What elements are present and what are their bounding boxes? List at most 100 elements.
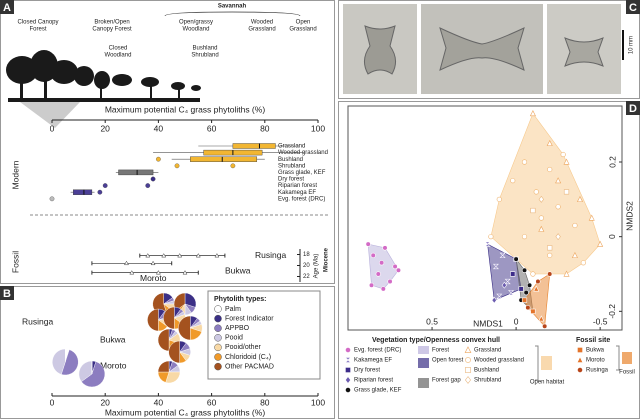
x-tick-label: 0 xyxy=(514,316,519,326)
point xyxy=(521,159,528,165)
legend-label: Pooid/other xyxy=(225,344,261,351)
pie xyxy=(52,348,79,376)
point xyxy=(465,367,471,373)
point xyxy=(49,196,55,202)
panel-a-frame xyxy=(0,0,335,284)
point xyxy=(533,189,539,195)
pie-wedge xyxy=(157,360,170,373)
point xyxy=(344,357,352,363)
legend-label: Riparian forest xyxy=(354,378,393,384)
habitat-label: Forest xyxy=(29,27,46,33)
pie-wedge xyxy=(147,308,159,332)
legend-label: Shrubland xyxy=(474,378,501,384)
point xyxy=(542,323,548,329)
gradient-wedge xyxy=(20,102,80,128)
legend-swatch xyxy=(622,352,632,364)
point xyxy=(150,176,156,182)
x-tick-label: 40 xyxy=(154,123,164,133)
legend-swatch xyxy=(214,353,222,361)
x-axis-title: NMDS1 xyxy=(473,318,503,328)
point xyxy=(547,252,553,258)
point xyxy=(379,260,385,266)
pie-wedge xyxy=(81,361,106,388)
point xyxy=(538,215,544,221)
habitat-label: Wooded xyxy=(251,20,273,26)
point xyxy=(521,267,528,273)
point xyxy=(555,204,561,210)
point xyxy=(97,189,103,195)
legend-label: Grassland xyxy=(474,348,501,354)
row-label: Evg. forest (DRC) xyxy=(278,196,325,202)
age-axis-title: Age (Ma) xyxy=(314,254,320,279)
habitat-label: Canopy Forest xyxy=(92,27,132,33)
x-tick-label: -0.5 xyxy=(593,316,608,326)
point xyxy=(535,278,541,285)
legend-swatch xyxy=(418,346,429,354)
point xyxy=(392,263,398,270)
legend-label: Fossil xyxy=(619,370,635,376)
point xyxy=(382,245,388,251)
point xyxy=(488,234,494,240)
legend-swatch xyxy=(418,358,429,368)
pie-wedge xyxy=(163,306,175,330)
point xyxy=(576,195,583,202)
point xyxy=(560,151,566,158)
point xyxy=(345,347,351,353)
habitat-label: Closed xyxy=(109,46,128,52)
age-tick-label: 18 xyxy=(303,252,310,258)
legend-title: Phytolith types: xyxy=(214,296,267,303)
row-label: Grass glade, KEF xyxy=(278,170,326,176)
box xyxy=(118,169,154,176)
point xyxy=(563,189,570,195)
box xyxy=(232,143,276,149)
fossil-point xyxy=(129,270,135,275)
panel-badge xyxy=(626,101,640,115)
legend-label: Open forest xyxy=(432,358,464,364)
group-label: Fossil xyxy=(10,251,20,273)
legend-swatch xyxy=(214,305,222,313)
fossil-point xyxy=(214,253,220,258)
x-axis-title: Maximum potential C₄ grass phytoliths (%… xyxy=(105,407,265,417)
point xyxy=(395,267,402,273)
point xyxy=(508,290,515,296)
point xyxy=(465,357,471,363)
x-tick-label: 100 xyxy=(311,123,325,133)
site-label: Bukwa xyxy=(225,266,251,276)
point xyxy=(555,177,562,184)
x-axis-title: Maximum potential C₄ grass phytoliths (%… xyxy=(105,104,265,114)
pie xyxy=(78,360,106,388)
legend-swatch xyxy=(214,324,222,332)
point xyxy=(496,293,503,300)
point xyxy=(597,240,604,247)
legend-swatch xyxy=(214,334,222,342)
hulls xyxy=(367,112,601,327)
point xyxy=(145,183,151,188)
point xyxy=(496,196,502,202)
box xyxy=(190,156,258,162)
row-label: Wooded grassland xyxy=(278,150,328,156)
pie-wedge xyxy=(168,340,180,364)
pie xyxy=(168,340,191,364)
row-label: Grassland xyxy=(278,144,305,150)
point xyxy=(380,286,386,292)
point xyxy=(518,286,524,292)
x-tick-label: 60 xyxy=(207,123,217,133)
point xyxy=(577,367,583,373)
fossil-point xyxy=(150,260,156,266)
legend-swatch xyxy=(214,343,222,352)
x-tick-label: 80 xyxy=(260,123,270,133)
legend-label: Pooid xyxy=(225,335,243,342)
habitat-label: Broken/Open xyxy=(94,20,129,26)
convex-hull xyxy=(490,112,601,275)
legend-label: Bushland xyxy=(474,368,499,374)
x-tick-label: 0.5 xyxy=(426,316,438,326)
pie-wedge xyxy=(178,315,191,341)
point xyxy=(345,367,351,373)
point xyxy=(538,225,545,232)
habitat-label: Woodland xyxy=(105,53,132,59)
point xyxy=(576,356,584,363)
row-label: Shrubland xyxy=(278,163,305,169)
fossil-point xyxy=(182,270,188,275)
point xyxy=(529,110,536,117)
point xyxy=(387,278,393,285)
